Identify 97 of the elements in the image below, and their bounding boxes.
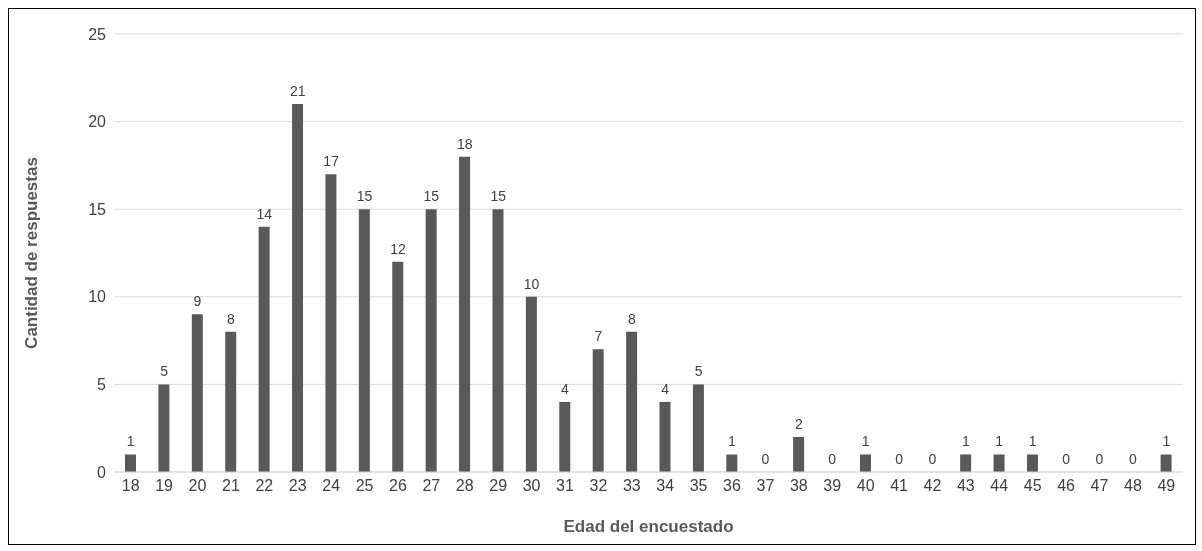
data-label: 12 (390, 240, 406, 257)
y-tick-label: 25 (88, 25, 107, 43)
x-tick-label: 25 (355, 477, 374, 495)
data-label: 0 (1095, 451, 1104, 467)
data-label: 10 (523, 275, 540, 292)
y-tick-label: 10 (88, 288, 107, 306)
x-tick-label: 33 (622, 477, 641, 495)
y-axis-title: Cantidad de respuestas (22, 157, 42, 349)
data-label: 18 (456, 135, 473, 152)
bar (191, 314, 203, 472)
bar (960, 454, 972, 472)
data-label: 7 (594, 328, 603, 345)
bar (726, 454, 738, 472)
data-label: 4 (561, 380, 570, 397)
bar (859, 454, 871, 472)
bar (626, 331, 638, 472)
x-tick-label: 49 (1157, 477, 1176, 495)
bar (292, 104, 304, 472)
data-label: 4 (661, 380, 670, 397)
x-tick-label: 19 (155, 477, 174, 495)
data-label: 21 (289, 83, 306, 100)
y-tick-label: 5 (97, 376, 107, 394)
x-tick-label: 28 (455, 477, 474, 495)
x-tick-label: 45 (1023, 477, 1042, 495)
bar (425, 209, 437, 472)
x-tick-label: 36 (723, 477, 742, 495)
x-tick-label: 44 (990, 477, 1009, 495)
data-label: 14 (256, 205, 273, 222)
x-tick-label: 23 (288, 477, 307, 495)
bar (225, 331, 237, 472)
x-tick-label: 22 (255, 477, 274, 495)
x-tick-label: 31 (556, 477, 574, 495)
bar (358, 209, 370, 472)
data-label: 0 (928, 451, 937, 467)
x-tick-label: 20 (188, 477, 207, 495)
data-label: 5 (694, 363, 703, 380)
bar (592, 349, 604, 472)
bar (492, 209, 504, 472)
data-label: 9 (193, 293, 202, 310)
x-tick-label: 48 (1123, 477, 1142, 495)
x-tick-label: 26 (389, 477, 407, 495)
data-label: 0 (828, 451, 837, 467)
x-tick-label: 47 (1090, 477, 1109, 495)
x-tick-label: 27 (422, 477, 441, 495)
data-label: 15 (356, 188, 373, 205)
x-tick-label: 41 (890, 477, 909, 495)
x-tick-label: 32 (589, 477, 608, 495)
x-axis-title: Edad del encuestado (563, 517, 734, 536)
data-label: 1 (126, 433, 135, 450)
x-tick-label: 18 (121, 477, 140, 495)
data-label: 1 (961, 433, 970, 450)
bar (258, 226, 270, 472)
y-tick-label: 0 (97, 463, 107, 481)
x-tick-label: 42 (923, 477, 942, 495)
x-tick-label: 43 (956, 477, 975, 495)
x-tick-label: 40 (856, 477, 875, 495)
data-label: 8 (227, 310, 236, 327)
bar (325, 174, 337, 472)
data-label: 1 (995, 433, 1004, 450)
x-tick-label: 34 (656, 477, 675, 495)
data-label: 0 (1062, 451, 1071, 467)
bar (392, 261, 404, 472)
x-tick-label: 46 (1057, 477, 1076, 495)
bar (1160, 454, 1172, 472)
data-label: 17 (323, 153, 340, 170)
x-tick-label: 21 (222, 477, 240, 495)
data-label: 2 (794, 415, 803, 432)
bar (158, 384, 170, 472)
bar (525, 296, 537, 472)
bar (993, 454, 1005, 472)
bar (459, 156, 471, 472)
data-label: 15 (423, 188, 440, 205)
x-tick-label: 35 (689, 477, 708, 495)
data-label: 0 (895, 451, 904, 467)
x-tick-label: 24 (322, 477, 341, 495)
data-label: 15 (490, 188, 507, 205)
x-tick-label: 39 (823, 477, 842, 495)
bar (692, 384, 704, 472)
x-tick-label: 30 (522, 477, 541, 495)
data-label: 1 (728, 433, 737, 450)
data-label: 1 (861, 433, 870, 450)
bar (659, 401, 671, 472)
data-label: 1 (1028, 433, 1037, 450)
bar (559, 401, 571, 472)
y-tick-label: 15 (88, 200, 107, 218)
data-label: 0 (761, 451, 770, 467)
x-tick-label: 38 (789, 477, 808, 495)
x-tick-label: 29 (489, 477, 508, 495)
data-label: 8 (627, 310, 636, 327)
data-label: 5 (160, 363, 169, 380)
y-tick-label: 20 (88, 113, 107, 131)
x-tick-label: 37 (756, 477, 775, 495)
bar (1026, 454, 1038, 472)
data-label: 1 (1162, 433, 1171, 450)
bar (793, 436, 805, 472)
bar (125, 454, 136, 472)
data-label: 0 (1128, 451, 1137, 467)
